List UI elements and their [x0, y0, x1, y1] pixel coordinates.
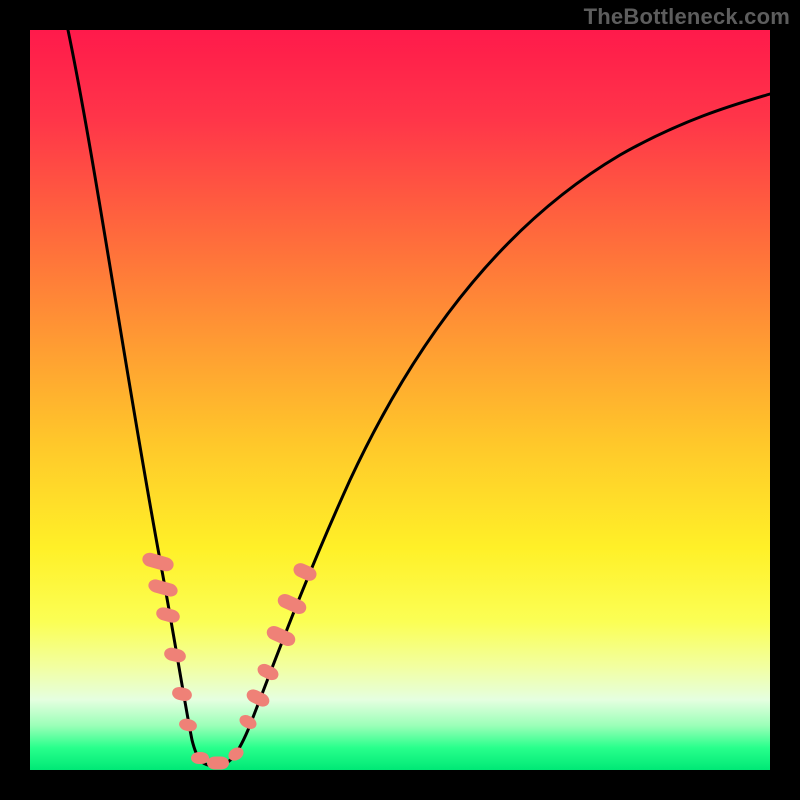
chart-canvas	[0, 0, 800, 800]
curve-marker	[191, 752, 209, 764]
chart-frame: TheBottleneck.com	[0, 0, 800, 800]
watermark-text: TheBottleneck.com	[584, 4, 790, 30]
plot-background	[30, 30, 770, 770]
curve-marker	[207, 757, 229, 770]
